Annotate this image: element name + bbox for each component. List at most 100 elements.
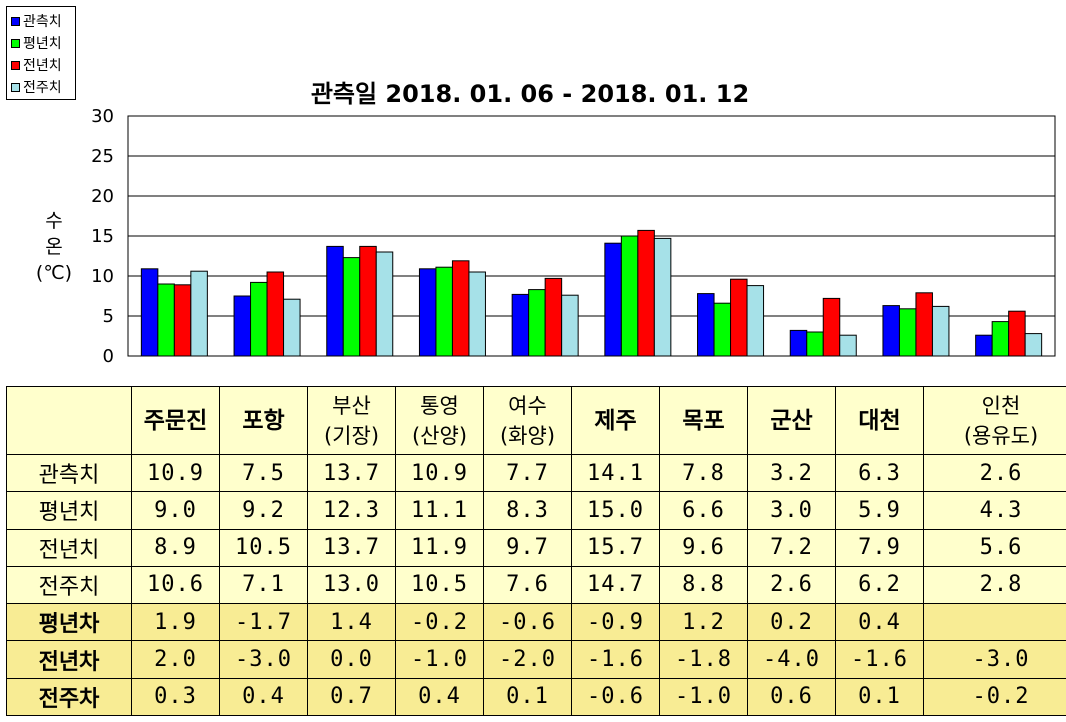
column-header-line: (용유도) — [963, 423, 1039, 448]
bar — [882, 305, 900, 357]
bar — [233, 295, 252, 357]
table-cell: -0.2 — [395, 603, 484, 642]
legend-label: 평년치 — [23, 36, 62, 52]
table-cell: 0.2 — [747, 603, 836, 642]
table-cell: -1.0 — [659, 677, 748, 717]
column-header-line: 제주 — [594, 407, 637, 434]
table-cell: -3.0 — [923, 640, 1066, 679]
table-cell: -2.0 — [483, 640, 572, 679]
bar — [283, 298, 301, 357]
table-row: 관측치 10.9 7.5 13.7 10.9 7.7 14.1 7.8 3.2 6.3 2.6 — [6, 453, 1066, 493]
legend-swatch-normal — [11, 38, 20, 48]
bar — [435, 266, 453, 357]
bar — [418, 268, 437, 357]
column-header-line: 목포 — [682, 407, 725, 434]
column-header-line: 통영 — [420, 393, 459, 418]
table-cell: 13.7 — [307, 528, 396, 567]
table-cell: 0.1 — [483, 677, 572, 717]
table-cell: 0.4 — [219, 677, 308, 717]
y-axis-label-line: 수 — [45, 210, 63, 232]
row-header: 평년치 — [6, 491, 132, 530]
bar — [898, 308, 917, 357]
table-row: 전주치 10.6 7.1 13.0 10.5 7.6 14.7 8.8 2.6 6.2 2.8 — [6, 565, 1066, 605]
y-tick-label: 10 — [91, 266, 114, 287]
bar — [697, 293, 715, 357]
table-cell: 13.0 — [307, 565, 396, 605]
column-header-line: 포항 — [242, 407, 285, 434]
table-cell: 2.6 — [923, 453, 1066, 493]
row-header: 전년차 — [6, 640, 132, 679]
table-cell: 15.0 — [571, 491, 660, 530]
bar — [822, 297, 841, 357]
bar — [713, 302, 732, 357]
table-corner-cell — [6, 386, 132, 455]
y-tick-label: 30 — [91, 106, 114, 127]
table-cell: 5.9 — [835, 491, 924, 530]
chart-title: 관측일 2018. 01. 06 - 2018. 01. 12 — [310, 80, 750, 108]
legend-item: 전주치 — [11, 77, 62, 97]
legend-label: 관측치 — [23, 14, 62, 30]
bar — [359, 245, 377, 357]
table-cell: 0.6 — [747, 677, 836, 717]
bar-chart: 0 5 10 15 20 25 30 — [91, 106, 1056, 367]
table-cell: 0.3 — [131, 677, 220, 717]
bar — [789, 329, 808, 357]
bar — [604, 242, 622, 357]
table-cell: -1.0 — [395, 640, 484, 679]
column-header-line: 대천 — [858, 407, 901, 434]
bar — [653, 237, 672, 357]
table-cell — [923, 603, 1066, 642]
table-cell: 13.7 — [307, 453, 396, 493]
table-cell: -0.6 — [483, 603, 572, 642]
table-cell: 10.6 — [131, 565, 220, 605]
column-header: 제주 — [571, 386, 660, 455]
table-cell: 7.6 — [483, 565, 572, 605]
bar — [931, 305, 950, 357]
table-cell: 0.1 — [835, 677, 924, 717]
column-header: 주문진 — [131, 386, 220, 455]
bar — [915, 292, 933, 357]
column-header-line: (기장) — [323, 423, 380, 448]
row-header: 관측치 — [6, 453, 132, 493]
table-cell: 3.0 — [747, 491, 836, 530]
bar — [511, 293, 530, 357]
bar — [468, 271, 486, 357]
table-cell: 4.3 — [923, 491, 1066, 530]
table-cell: 14.7 — [571, 565, 660, 605]
table-cell: 11.1 — [395, 491, 484, 530]
column-header: 여수 (화양) — [483, 386, 572, 455]
table-cell: 6.6 — [659, 491, 748, 530]
y-tick-label: 15 — [91, 226, 114, 247]
table-cell: 2.6 — [747, 565, 836, 605]
table-cell: 6.3 — [835, 453, 924, 493]
legend-swatch-last-year — [11, 60, 20, 70]
table-cell: 10.5 — [395, 565, 484, 605]
legend-label: 전주치 — [23, 80, 62, 96]
table-cell: -0.9 — [571, 603, 660, 642]
column-header: 인천 (용유도) — [923, 386, 1066, 455]
column-header-line: (산양) — [411, 423, 468, 448]
table-cell: 9.0 — [131, 491, 220, 530]
legend-item: 관측치 — [11, 11, 62, 31]
table-cell: 11.9 — [395, 528, 484, 567]
bar — [1024, 333, 1043, 357]
table-cell: 1.9 — [131, 603, 220, 642]
table-cell: 9.2 — [219, 491, 308, 530]
column-header: 목포 — [659, 386, 748, 455]
table-cell: 10.9 — [395, 453, 484, 493]
legend-item: 평년치 — [11, 33, 62, 53]
table-cell: 0.4 — [835, 603, 924, 642]
bar — [991, 321, 1010, 357]
table-cell: -4.0 — [747, 640, 836, 679]
table-cell: 7.1 — [219, 565, 308, 605]
column-header: 포항 — [219, 386, 308, 455]
table-cell: 9.7 — [483, 528, 572, 567]
table-cell: -3.0 — [219, 640, 308, 679]
column-header-line: 군산 — [770, 407, 813, 434]
row-header: 전주차 — [6, 677, 132, 717]
bar — [140, 268, 159, 357]
bar — [190, 270, 208, 357]
table-cell: 2.8 — [923, 565, 1066, 605]
table-row: 평년차 1.9 -1.7 1.4 -0.2 -0.6 -0.9 1.2 0.2 0.4 — [6, 603, 1066, 642]
column-header: 군산 — [747, 386, 836, 455]
